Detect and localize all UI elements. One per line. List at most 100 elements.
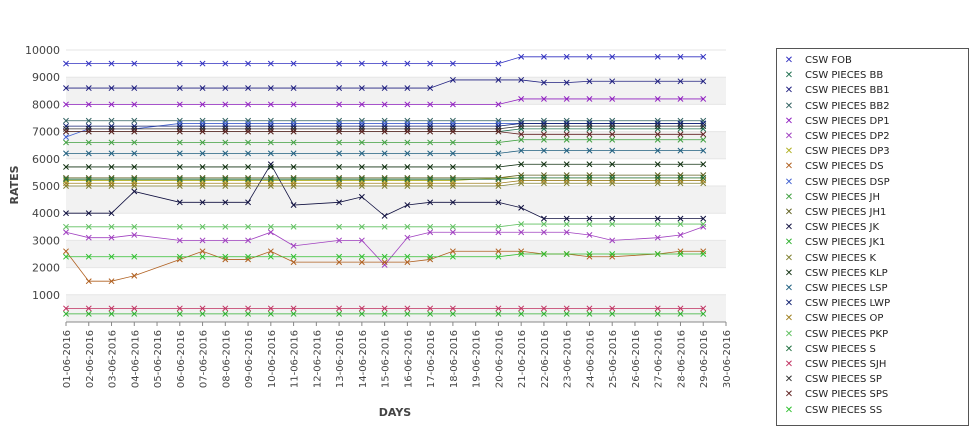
x-tick-label: 08-06-2016 bbox=[221, 330, 232, 388]
data-point bbox=[108, 176, 115, 183]
data-point bbox=[336, 150, 343, 157]
data-point bbox=[700, 223, 707, 230]
data-point bbox=[449, 164, 456, 170]
data-point bbox=[63, 101, 69, 108]
data-point bbox=[677, 174, 684, 181]
data-point bbox=[176, 256, 183, 263]
legend-label: CSW PIECES SJH bbox=[805, 359, 887, 370]
data-point bbox=[199, 117, 206, 124]
data-point bbox=[518, 180, 525, 187]
data-point bbox=[85, 183, 92, 189]
data-point bbox=[427, 164, 434, 170]
data-point bbox=[267, 117, 274, 124]
legend-item: ✕ CSW PIECES SPS bbox=[781, 387, 888, 402]
data-point bbox=[381, 176, 388, 183]
data-point bbox=[63, 60, 69, 67]
x-tick-label: 24-06-2016 bbox=[585, 330, 596, 388]
legend-label: CSW PIECES DP1 bbox=[805, 115, 890, 127]
data-point bbox=[518, 305, 525, 312]
data-point bbox=[245, 176, 252, 183]
data-point bbox=[267, 248, 274, 255]
data-point bbox=[563, 120, 570, 127]
legend-label: CSW PIECES PKP bbox=[805, 328, 889, 340]
series-csw-pieces-dp1 bbox=[63, 96, 707, 108]
data-point bbox=[540, 177, 547, 184]
data-point bbox=[609, 174, 616, 181]
data-point bbox=[518, 147, 525, 154]
data-point bbox=[404, 176, 411, 183]
data-point bbox=[540, 79, 547, 86]
data-point bbox=[609, 180, 616, 187]
data-point bbox=[131, 85, 138, 92]
data-point bbox=[677, 310, 684, 317]
legend-label: CSW PIECES DP3 bbox=[805, 146, 890, 158]
data-point bbox=[563, 180, 570, 187]
data-point bbox=[267, 229, 274, 236]
data-point bbox=[336, 117, 343, 124]
data-point bbox=[85, 125, 92, 132]
data-point bbox=[108, 253, 115, 260]
legend-marker-icon: ✕ bbox=[784, 161, 794, 173]
data-point bbox=[63, 210, 69, 217]
data-point bbox=[404, 101, 411, 108]
data-point bbox=[700, 78, 707, 85]
x-tick-label: 28-06-2016 bbox=[676, 330, 687, 388]
data-point bbox=[700, 310, 707, 317]
data-point bbox=[108, 278, 115, 285]
data-point bbox=[85, 85, 92, 92]
x-axis-title: DAYS bbox=[379, 406, 412, 419]
data-point bbox=[63, 305, 69, 312]
grid-band bbox=[66, 158, 726, 186]
data-point bbox=[290, 150, 297, 157]
data-point bbox=[427, 150, 434, 157]
data-point bbox=[85, 210, 92, 217]
data-point bbox=[85, 139, 92, 146]
data-point bbox=[609, 131, 616, 138]
data-point bbox=[427, 139, 434, 146]
y-axis-title: RATES bbox=[8, 165, 21, 204]
data-point bbox=[85, 60, 92, 67]
legend-label: CSW PIECES OP bbox=[805, 313, 884, 325]
data-point bbox=[358, 259, 365, 266]
data-point bbox=[199, 183, 206, 189]
legend-label: CSW PIECES LWP bbox=[805, 298, 891, 310]
legend-item: ✕ CSW PIECES BB1 bbox=[781, 83, 890, 98]
data-point bbox=[404, 150, 411, 157]
data-point bbox=[290, 101, 297, 108]
data-point bbox=[290, 253, 297, 260]
data-point bbox=[336, 253, 343, 260]
data-point bbox=[290, 125, 297, 132]
data-point bbox=[449, 128, 456, 135]
data-point bbox=[677, 117, 684, 124]
data-point bbox=[108, 128, 115, 135]
data-point bbox=[131, 139, 138, 146]
data-point bbox=[586, 125, 593, 132]
data-point bbox=[677, 251, 684, 257]
data-point bbox=[108, 60, 115, 67]
data-point bbox=[108, 150, 115, 157]
data-point bbox=[176, 117, 183, 124]
data-point bbox=[654, 251, 661, 257]
data-point bbox=[290, 176, 297, 183]
x-tick-label: 18-06-2016 bbox=[449, 330, 460, 388]
data-point bbox=[404, 253, 411, 260]
data-point bbox=[518, 221, 525, 228]
data-point bbox=[518, 123, 525, 130]
data-point bbox=[427, 310, 434, 317]
data-point bbox=[609, 147, 616, 154]
data-point bbox=[176, 120, 183, 127]
data-point bbox=[381, 253, 388, 260]
legend-marker-icon: ✕ bbox=[784, 374, 794, 386]
data-point bbox=[654, 310, 661, 317]
data-point bbox=[609, 125, 616, 132]
data-point bbox=[427, 60, 434, 67]
data-point bbox=[654, 125, 661, 132]
x-tick-label: 25-06-2016 bbox=[608, 330, 619, 388]
data-point bbox=[404, 183, 411, 189]
data-point bbox=[700, 123, 707, 130]
data-point bbox=[700, 125, 707, 132]
legend-marker-icon: ✕ bbox=[784, 146, 794, 158]
data-point bbox=[427, 183, 434, 189]
data-point bbox=[427, 256, 434, 263]
data-point bbox=[404, 139, 411, 146]
